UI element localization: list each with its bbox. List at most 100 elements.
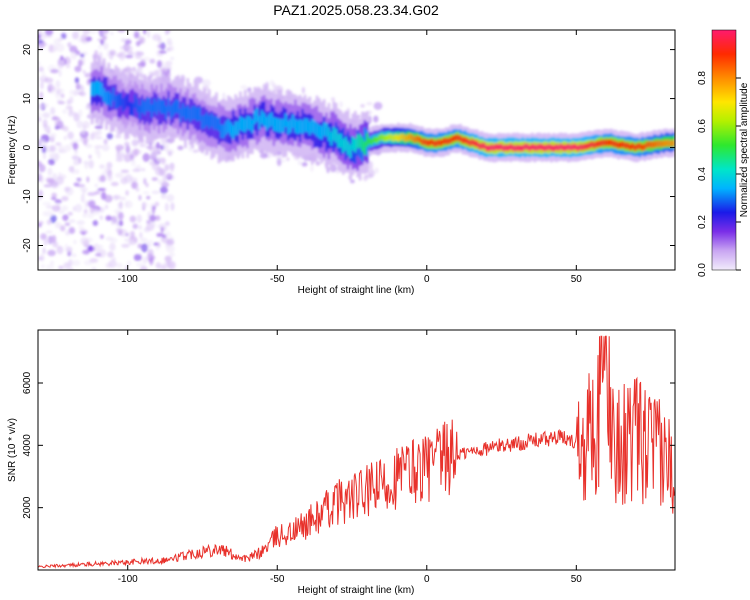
heatmap-cell: [49, 145, 57, 153]
heatmap-cell: [49, 132, 57, 138]
heatmap-cell: [42, 247, 46, 255]
x-tick-label: -100: [118, 574, 138, 585]
heatmap-cell: [164, 105, 168, 120]
heatmap-cell: [132, 148, 140, 155]
heatmap-cell: [167, 260, 176, 270]
heatmap-cell: [528, 145, 532, 152]
heatmap-cell: [142, 256, 148, 265]
heatmap-cell: [296, 120, 300, 135]
heatmap-cell: [76, 30, 82, 33]
heatmap-cell: [318, 124, 321, 139]
heatmap-cell: [464, 137, 467, 144]
heatmap-cell: [117, 30, 126, 33]
heatmap-cell: [404, 135, 407, 142]
heatmap-cell: [495, 143, 498, 151]
snr-panel: -100 -50 0 50 2000 4000 6000 Height of straig…: [7, 329, 676, 596]
heatmap-cell: [114, 95, 118, 109]
heatmap-cell: [243, 118, 247, 133]
heatmap-cell: [51, 153, 61, 160]
heatmap-cell: [265, 81, 269, 89]
heatmap-cell: [227, 119, 230, 133]
heatmap-cell: [159, 67, 168, 73]
heatmap-cell: [99, 164, 105, 169]
heatmap-cell: [138, 105, 142, 119]
heatmap-cell: [545, 144, 549, 151]
heatmap-cell: [75, 83, 81, 90]
heatmap-cell: [81, 128, 85, 135]
heatmap-cell: [418, 136, 422, 143]
heatmap-cell: [350, 179, 355, 184]
heatmap-cell: [42, 119, 48, 127]
heatmap-cell: [107, 251, 114, 258]
heatmap-cell: [80, 34, 88, 43]
heatmap-cell: [94, 190, 101, 195]
heatmap-cell: [633, 144, 637, 152]
heatmap-cell: [41, 71, 46, 80]
heatmap-cell: [124, 141, 130, 147]
heatmap-cell: [148, 145, 153, 152]
heatmap-cell: [367, 110, 372, 115]
heatmap-cell: [46, 264, 55, 270]
heatmap-cell: [270, 112, 273, 127]
heatmap-cell: [164, 174, 172, 178]
heatmap-cell: [64, 186, 71, 192]
heatmap-cell: [110, 181, 119, 187]
heatmap-cell: [167, 40, 173, 46]
heatmap-cell: [149, 161, 154, 165]
heatmap-cell: [650, 141, 654, 148]
heatmap-cell: [64, 222, 71, 227]
heatmap-cell: [58, 149, 68, 154]
heatmap-cell: [253, 110, 257, 125]
heatmap-cell: [203, 114, 206, 129]
heatmap-cell: [231, 110, 235, 136]
heatmap-cell: [662, 140, 666, 147]
heatmap-cell: [76, 184, 86, 188]
heatmap-cell: [194, 76, 203, 84]
heatmap-cell: [38, 66, 44, 72]
heatmap-cell: [643, 143, 647, 150]
heatmap-cell: [139, 143, 146, 148]
heatmap-cell: [150, 104, 154, 118]
heatmap-cell: [339, 133, 343, 148]
heatmap-cell: [40, 175, 44, 184]
heatmap-cell: [145, 182, 149, 188]
heatmap-cell: [133, 94, 137, 109]
heatmap-cell: [100, 39, 104, 46]
heatmap-cell: [40, 233, 47, 241]
heatmap-cell: [310, 164, 314, 173]
heatmap-cell: [63, 135, 67, 141]
heatmap-cell: [143, 177, 147, 185]
heatmap-cell: [610, 139, 613, 146]
heatmap-cell: [50, 196, 57, 201]
heatmap-cell: [258, 115, 261, 130]
heatmap-cell: [123, 153, 132, 163]
heatmap-cell: [135, 40, 141, 47]
heatmap-cell: [116, 262, 123, 269]
heatmap-cell: [165, 244, 175, 253]
heatmap-cell: [129, 177, 138, 183]
heatmap-cell: [471, 139, 474, 146]
heatmap-cell: [164, 230, 171, 237]
heatmap-cell: [193, 105, 197, 120]
heatmap-cell: [42, 112, 51, 119]
heatmap-cell: [159, 144, 165, 151]
heatmap-cell: [192, 149, 199, 153]
heatmap-cell: [67, 42, 72, 48]
heatmap-cell: [365, 132, 369, 147]
heatmap-cell: [454, 134, 458, 142]
heatmap-cell: [346, 141, 350, 155]
heatmap-cell: [87, 192, 97, 196]
heatmap-cell: [58, 69, 62, 78]
heatmap-cell: [154, 201, 160, 207]
colorbar-tick-label: 0.4: [697, 167, 708, 181]
heatmap-cell: [504, 144, 508, 151]
x-tick-label: 50: [571, 274, 583, 285]
heatmap-cell: [101, 144, 110, 152]
heatmap-cell: [373, 115, 379, 123]
heatmap-cell: [303, 118, 307, 132]
heatmap-cell: [135, 187, 140, 192]
heatmap-cell: [172, 102, 175, 117]
heatmap-cell: [117, 94, 120, 108]
heatmap-cell: [58, 172, 62, 177]
heatmap-cell: [98, 44, 102, 50]
